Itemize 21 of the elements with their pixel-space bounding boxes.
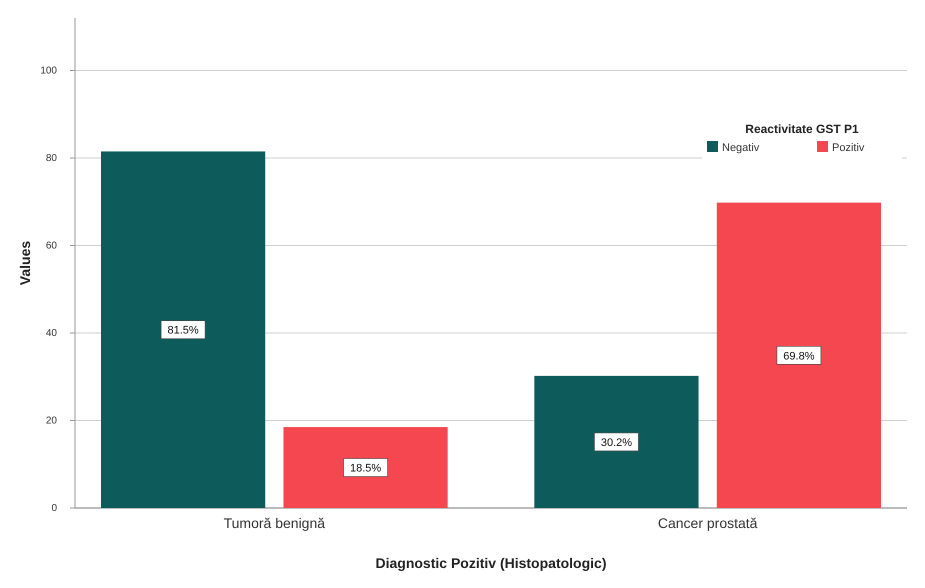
bar: [716, 202, 881, 508]
legend-title: Reactivitate GST P1: [745, 122, 860, 136]
y-axis-title: Values: [17, 240, 33, 286]
legend-label: Pozitiv: [832, 142, 865, 154]
data-label: 18.5%: [350, 462, 382, 475]
y-tick-label: 80: [46, 153, 58, 164]
bar: [101, 151, 266, 508]
data-label: 69.8%: [783, 350, 815, 362]
legend-label: Negativ: [722, 142, 760, 154]
y-tick-label: 0: [51, 503, 58, 514]
x-tick-label: Cancer prostată: [658, 515, 758, 531]
bar: [534, 376, 699, 508]
y-tick-label: 20: [46, 416, 58, 426]
bar: [283, 427, 448, 508]
y-tick-label: 40: [46, 328, 58, 339]
x-tick-label: Tumoră benignă: [224, 515, 326, 531]
data-label: 30.2%: [600, 436, 632, 449]
y-tick-label: 100: [40, 66, 58, 76]
x-axis-title: Diagnostic Pozitiv (Histopatologic): [375, 555, 607, 571]
data-label: 81.5%: [168, 324, 199, 337]
y-tick-label: 60: [46, 240, 58, 252]
